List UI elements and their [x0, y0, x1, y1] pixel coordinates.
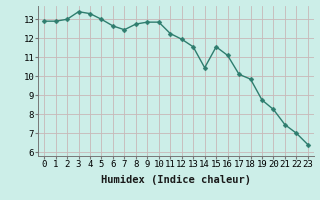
- X-axis label: Humidex (Indice chaleur): Humidex (Indice chaleur): [101, 175, 251, 185]
